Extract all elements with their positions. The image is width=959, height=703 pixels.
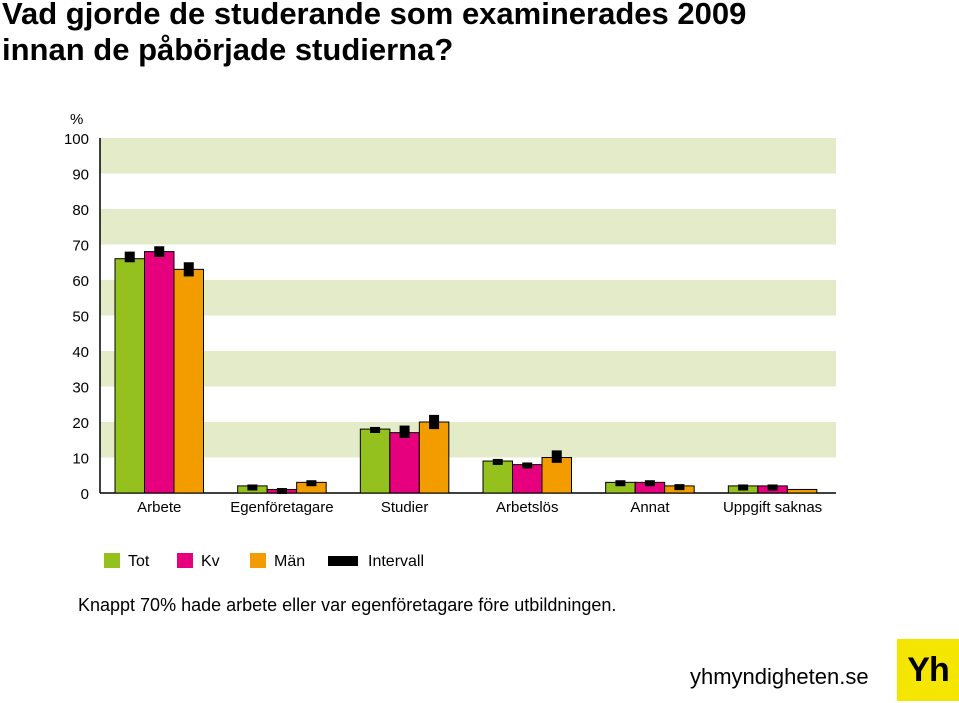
grid-band [100,280,836,316]
chart-axes [99,138,836,494]
legend-label: Kv [201,553,220,570]
x-tick-label: Annat [630,499,670,516]
chart-background-bands [100,138,836,458]
bar-män [786,488,818,494]
grid-band [100,138,836,174]
interval-marker [247,484,258,491]
interval-marker [551,450,562,463]
y-tick-labels: 0 10 20 30 40 50 60 70 80 90 100 [64,131,89,503]
y-tick-label: 70 [72,238,89,255]
interval-marker [370,426,381,433]
interval-marker [399,425,410,438]
y-tick-label: 10 [72,451,89,468]
y-tick-label: 0 [81,486,89,503]
bar-chart: 0 10 20 30 40 50 60 70 80 90 100 % Arbete Egenföret… [64,111,836,570]
x-tick-label: Arbete [137,499,181,516]
title-line-2: innan de påbörjade studierna? [2,32,454,67]
legend-label: Män [274,553,305,570]
site-url[interactable]: yhmyndigheten.se [690,664,869,689]
grid-band [100,422,836,458]
legend-swatch [250,553,266,568]
bar-tot [359,428,391,494]
bar-män [541,457,572,494]
interval-marker [522,462,533,469]
y-tick-label: 90 [72,167,89,184]
page-title: Vad gjorde de studerande som examinerade… [2,0,957,68]
y-tick-label: 100 [64,131,89,148]
y-tick-label: 60 [72,273,89,290]
interval-marker [306,480,317,487]
interval-marker [492,458,503,465]
interval-marker [767,484,778,491]
legend-swatch [177,553,193,568]
interval-marker [429,414,440,430]
y-tick-label: 30 [72,380,89,397]
x-tick-label: Egenföretagare [230,499,333,516]
y-tick-label: 40 [72,344,89,361]
y-tick-label: 50 [72,309,89,326]
interval-marker [674,484,685,491]
legend-label: Tot [128,553,150,570]
bar-män [418,421,450,494]
x-tick-label: Uppgift saknas [723,499,822,516]
bar-kv [144,251,175,494]
title-line-1: Vad gjorde de studerande som examinerade… [2,0,747,31]
legend-swatch [328,556,358,566]
bar-kv [512,464,543,494]
interval-marker [183,262,194,277]
interval-marker [615,480,626,487]
bar-tot [482,460,513,494]
chart-caption: Knappt 70% hade arbete eller var egenför… [78,595,617,615]
legend-swatch [104,553,120,568]
interval-marker [124,251,135,263]
grid-band [100,351,836,387]
yh-logo: Yh [897,639,959,701]
y-tick-label: 80 [72,202,89,219]
bar-tot [114,258,145,494]
legend-label: Intervall [368,553,424,570]
interval-marker [738,484,749,491]
y-tick-label: 20 [72,415,89,432]
grid-band [100,209,836,245]
chart-legend: Tot Kv Män Intervall [104,553,424,570]
bar-män [173,268,204,494]
x-tick-label: Studier [381,499,429,516]
chart-intervals [124,246,778,495]
interval-marker [154,246,165,257]
y-axis-label: % [70,111,83,128]
interval-marker [644,480,655,487]
x-tick-labels: Arbete Egenföretagare Studier Arbetslös Anna… [137,499,822,516]
interval-marker [276,488,287,495]
x-tick-label: Arbetslös [496,499,559,516]
bar-kv [389,432,420,494]
